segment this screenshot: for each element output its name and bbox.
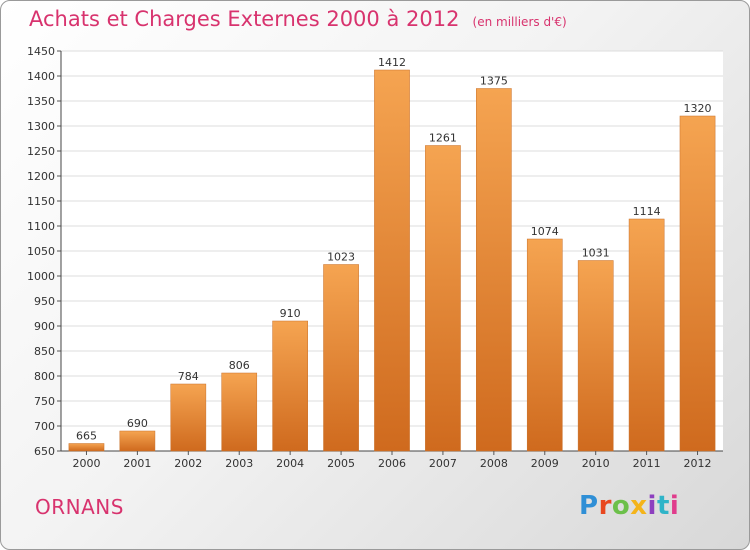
logo-letter: i bbox=[669, 491, 680, 521]
bar bbox=[323, 264, 359, 452]
y-tick-label: 1200 bbox=[27, 170, 55, 183]
y-tick-label: 1150 bbox=[27, 195, 55, 208]
y-tick-label: 1300 bbox=[27, 120, 55, 133]
y-tick-label: 800 bbox=[34, 370, 55, 383]
logo-letter: x bbox=[630, 491, 648, 521]
logo-letter: i bbox=[647, 491, 657, 521]
y-tick-label: 850 bbox=[34, 345, 55, 358]
x-tick-label: 2011 bbox=[633, 457, 661, 470]
data-label: 1023 bbox=[327, 251, 355, 264]
y-tick-label: 650 bbox=[34, 445, 55, 458]
y-tick-label: 900 bbox=[34, 320, 55, 333]
data-label: 1031 bbox=[582, 247, 610, 260]
bar bbox=[425, 145, 461, 452]
bar bbox=[170, 383, 207, 452]
data-label: 1261 bbox=[429, 132, 457, 145]
y-tick-label: 700 bbox=[34, 420, 55, 433]
x-tick-label: 2004 bbox=[276, 457, 304, 470]
city-name: ORNANS bbox=[35, 495, 124, 519]
data-label: 1074 bbox=[531, 225, 559, 238]
y-tick-label: 750 bbox=[34, 395, 55, 408]
logo-letter: r bbox=[598, 491, 612, 521]
data-label: 1320 bbox=[684, 102, 712, 115]
data-label: 1412 bbox=[378, 56, 406, 69]
x-tick-label: 2000 bbox=[72, 457, 100, 470]
bar bbox=[119, 430, 156, 452]
bar bbox=[68, 443, 105, 452]
bar bbox=[577, 260, 614, 452]
x-tick-label: 2003 bbox=[225, 457, 253, 470]
x-tick-label: 2009 bbox=[531, 457, 559, 470]
chart-title: Achats et Charges Externes 2000 à 2012 (… bbox=[29, 7, 567, 31]
data-label: 910 bbox=[280, 307, 301, 320]
unit-text: (en milliers d'€) bbox=[472, 15, 567, 29]
x-tick-label: 2010 bbox=[582, 457, 610, 470]
data-label: 665 bbox=[76, 430, 97, 443]
bar bbox=[374, 69, 410, 452]
y-tick-label: 1450 bbox=[27, 45, 55, 58]
title-text: Achats et Charges Externes 2000 à 2012 bbox=[29, 7, 460, 31]
y-tick-label: 1250 bbox=[27, 145, 55, 158]
x-tick-label: 2002 bbox=[174, 457, 202, 470]
data-label: 806 bbox=[229, 359, 250, 372]
x-tick-label: 2001 bbox=[123, 457, 151, 470]
y-tick-label: 1350 bbox=[27, 95, 55, 108]
bar bbox=[221, 372, 258, 452]
logo-letter: t bbox=[656, 491, 670, 521]
logo-letter: o bbox=[611, 491, 631, 521]
x-tick-label: 2007 bbox=[429, 457, 457, 470]
y-tick-label: 1100 bbox=[27, 220, 55, 233]
bar bbox=[526, 238, 563, 452]
y-tick-label: 950 bbox=[34, 295, 55, 308]
data-label: 1114 bbox=[633, 205, 661, 218]
bar bbox=[628, 218, 665, 452]
y-tick-label: 1000 bbox=[27, 270, 55, 283]
bar bbox=[679, 115, 716, 452]
logo-letter: P bbox=[579, 491, 599, 521]
x-tick-label: 2005 bbox=[327, 457, 355, 470]
data-label: 690 bbox=[127, 417, 148, 430]
y-tick-label: 1050 bbox=[27, 245, 55, 258]
x-tick-label: 2006 bbox=[378, 457, 406, 470]
y-tick-label: 1400 bbox=[27, 70, 55, 83]
bar bbox=[476, 88, 512, 452]
bar bbox=[272, 320, 308, 452]
data-label: 1375 bbox=[480, 75, 508, 88]
x-tick-label: 2012 bbox=[684, 457, 712, 470]
proxiti-logo: Proxiti bbox=[579, 491, 679, 521]
data-label: 784 bbox=[178, 370, 199, 383]
x-tick-label: 2008 bbox=[480, 457, 508, 470]
